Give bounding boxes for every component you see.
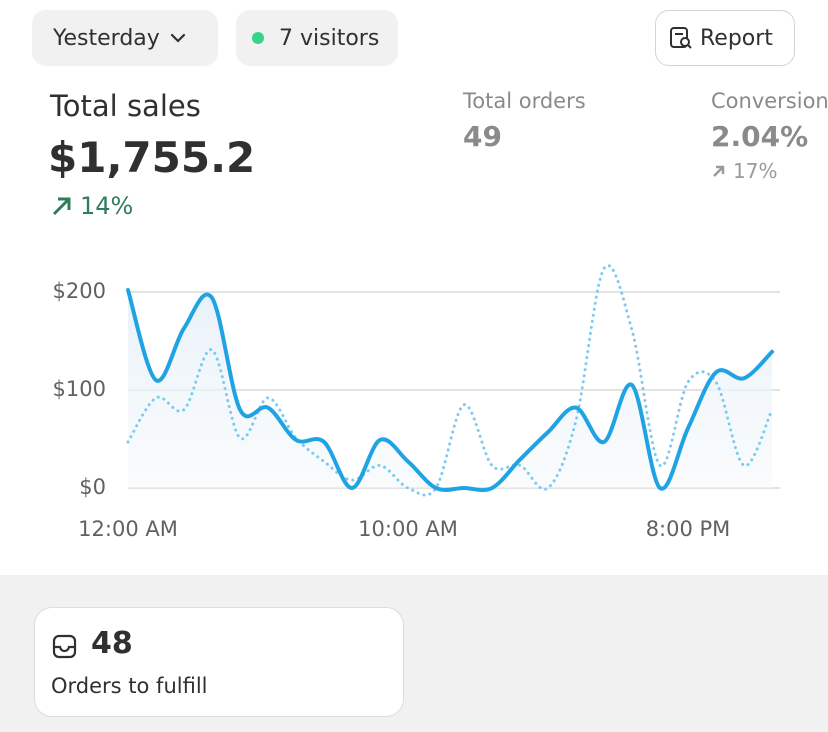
visitors-pill[interactable]: 7 visitors (236, 10, 398, 66)
card-count: 48 (91, 626, 133, 661)
bottom-panel: 48 Orders to fulfill (0, 575, 828, 732)
orders-card[interactable]: 48 Orders to fulfill (34, 607, 404, 717)
x-tick-label: 8:00 PM (646, 517, 731, 541)
report-icon (670, 27, 692, 49)
trend-up-icon (713, 165, 725, 177)
y-tick-label: $100 (53, 377, 106, 401)
metric-label: Conversion (711, 89, 828, 113)
sales-chart: $0 $100 $200 12:00 AM 10:00 AM 8:00 PM (53, 264, 780, 541)
live-dot (252, 32, 264, 44)
metric-change: 14% (50, 192, 133, 220)
y-tick-label: $0 (79, 475, 106, 499)
card-label: Orders to fulfill (51, 674, 208, 698)
x-tick-label: 12:00 AM (78, 517, 178, 541)
chevron-icon (170, 33, 185, 43)
metric-label: Total orders (463, 89, 586, 113)
trend-up-icon (52, 197, 71, 216)
metric-change: 17% (711, 159, 777, 183)
y-tick-label: $200 (53, 279, 106, 303)
metric-value: $1,755.2 (48, 133, 256, 182)
metric-change-value: 14% (80, 192, 134, 220)
report-button[interactable]: Report (655, 10, 795, 66)
x-tick-label: 10:00 AM (358, 517, 458, 541)
metric-value: 2.04% (711, 120, 809, 153)
inbox-icon (52, 634, 77, 659)
date-filter[interactable]: Yesterday (32, 10, 218, 66)
metric-value: 49 (463, 120, 502, 153)
metric-change-value: 17% (733, 159, 778, 183)
series-line (126, 264, 774, 497)
report-label: Report (700, 25, 773, 51)
visitors-label: 7 visitors (279, 25, 380, 51)
series-line (126, 288, 774, 493)
metric-label: Total sales (50, 89, 201, 123)
series-area (128, 290, 772, 491)
date-filter-label: Yesterday (53, 25, 160, 51)
